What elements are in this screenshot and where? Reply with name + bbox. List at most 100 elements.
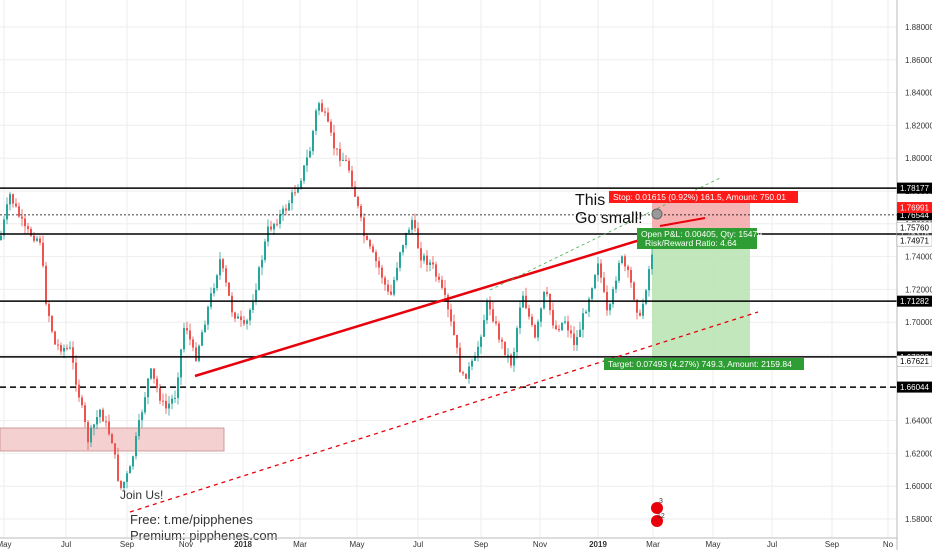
upper-trendline[interactable] (194, 238, 641, 378)
candle-body (240, 316, 242, 321)
candle-body (201, 332, 203, 346)
price-tag-bg (897, 228, 932, 240)
stop-handle[interactable] (651, 208, 663, 220)
candle-body (375, 252, 377, 262)
candle-body (246, 320, 248, 324)
x-tick-label: Jul (413, 540, 423, 549)
candle-body (78, 384, 80, 398)
candle-body (117, 454, 119, 481)
candle-body (9, 194, 11, 205)
candle-body (516, 328, 518, 353)
candle-body (411, 219, 413, 230)
candle-body (342, 159, 344, 161)
candle-body (144, 397, 146, 413)
candle-body (636, 299, 638, 313)
candle-body (27, 226, 29, 229)
candle-body (273, 223, 275, 230)
candle-body (441, 279, 443, 288)
candle-body (633, 282, 635, 300)
candle-body (618, 263, 620, 281)
candle-body (198, 345, 200, 361)
candle-body (279, 214, 281, 225)
candle-body (327, 112, 329, 122)
candle-body (444, 287, 446, 296)
candle-body (594, 274, 596, 289)
price-tag-label: 1.76991 (900, 204, 929, 213)
candle-body (573, 333, 575, 346)
candle-body (336, 148, 338, 150)
candle-body (288, 203, 290, 211)
target-label-text: Target: 0.07493 (4.27%) 749.3, Amount: 2… (608, 359, 792, 369)
candle-body (153, 368, 155, 379)
candle-body (309, 151, 311, 158)
stop-label-text: Stop: 0.01615 (0.92%) 161.5, Amount: 750… (613, 192, 786, 202)
candle-body (567, 321, 569, 331)
candle-body (0, 235, 2, 240)
candle-body (93, 424, 95, 428)
candle-body (222, 259, 224, 269)
candle-body (72, 347, 74, 363)
candle-body (177, 377, 179, 398)
candle-body (39, 238, 41, 243)
candle-body (579, 329, 581, 338)
candle-body (132, 456, 134, 467)
candle-body (438, 276, 440, 280)
candle-body (588, 298, 590, 312)
candle-body (381, 267, 383, 278)
candle-body (162, 400, 164, 402)
price-tag-label: 1.75760 (900, 224, 929, 233)
candle-body (447, 295, 449, 310)
candle-body (612, 289, 614, 305)
candle-body (150, 368, 152, 379)
candle-body (642, 303, 644, 316)
y-tick-label: 1.82000 (905, 121, 932, 130)
trendline-arrow (659, 217, 706, 227)
candle-body (390, 291, 392, 295)
x-tick-label: Mar (646, 540, 660, 549)
candle-body (456, 334, 458, 348)
candle-body (189, 330, 191, 340)
candle-body (429, 262, 431, 265)
svg-text:3: 3 (659, 498, 663, 505)
candle-body (306, 157, 308, 166)
candle-body (399, 252, 401, 268)
x-axis-labels: May Jul Sep Nov 2018 Mar May Jul Sep Nov 2019 Mar Ma… (0, 540, 894, 549)
candle-body (81, 397, 83, 406)
x-tick-label: Sep (825, 540, 840, 549)
event-icon[interactable]: 3 12 (651, 498, 665, 527)
candle-body (600, 263, 602, 278)
candle-body (423, 255, 425, 261)
candle-body (597, 263, 599, 275)
candle-body (630, 270, 632, 283)
x-tick-label: Sep (120, 540, 135, 549)
price-tag-bg (897, 381, 932, 393)
take-profit-zone[interactable] (652, 240, 750, 358)
lower-trendline[interactable] (129, 311, 759, 513)
candle-body (570, 330, 572, 334)
candle-body (468, 366, 470, 379)
candle-body (483, 320, 485, 337)
candle-body (501, 339, 503, 342)
candle-body (510, 354, 512, 366)
candle-body (321, 103, 323, 112)
x-tick-label: Mar (293, 540, 307, 549)
candle-body (123, 481, 125, 488)
candle-body (558, 329, 560, 331)
y-tick-label: 1.80000 (905, 154, 932, 163)
candle-body (120, 480, 122, 488)
candle-body (504, 341, 506, 355)
candle-body (90, 427, 92, 443)
candle-body (564, 321, 566, 323)
candle-body (207, 306, 209, 325)
grid (0, 0, 897, 538)
candle-body (57, 344, 59, 346)
candle-body (75, 362, 77, 385)
candle-body (546, 291, 548, 294)
y-tick-label: 1.58000 (905, 515, 932, 524)
candle-body (576, 337, 578, 346)
x-tick-label: Jul (61, 540, 71, 549)
candle-body (168, 403, 170, 409)
price-tag-bg (896, 221, 932, 234)
candle-body (450, 309, 452, 322)
